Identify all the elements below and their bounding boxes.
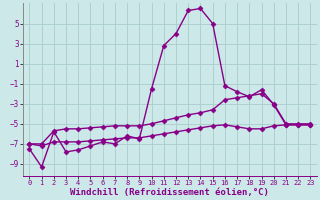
X-axis label: Windchill (Refroidissement éolien,°C): Windchill (Refroidissement éolien,°C) [70, 188, 269, 197]
